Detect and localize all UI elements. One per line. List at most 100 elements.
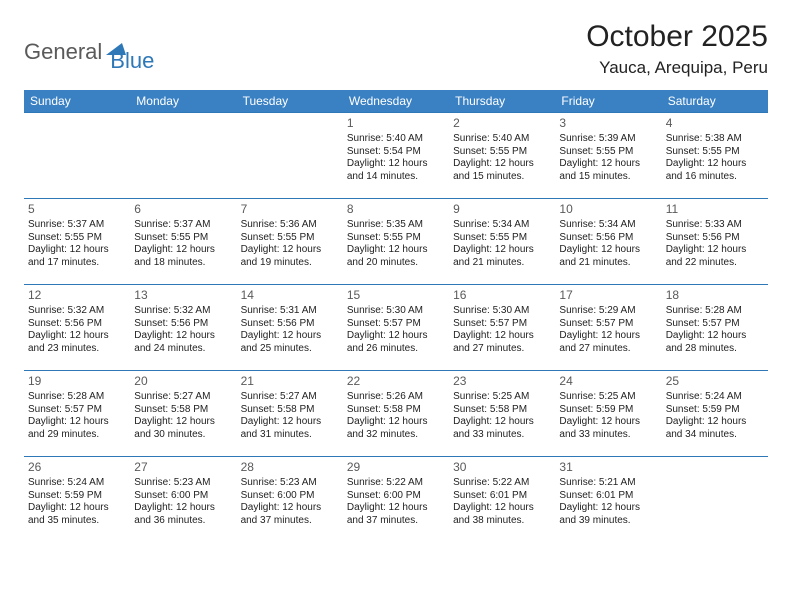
calendar-day-cell: 17Sunrise: 5:29 AMSunset: 5:57 PMDayligh… <box>555 285 661 371</box>
day-info-line: Sunrise: 5:34 AM <box>453 219 551 232</box>
day-number: 24 <box>559 374 657 389</box>
day-info-line: Sunset: 5:55 PM <box>241 232 339 245</box>
day-info-line: and 14 minutes. <box>347 171 445 184</box>
weekday-header: Friday <box>555 90 661 113</box>
day-info-line: Daylight: 12 hours <box>134 330 232 343</box>
calendar-day-cell <box>237 113 343 199</box>
day-number: 14 <box>241 288 339 303</box>
logo-text-general: General <box>24 39 102 65</box>
day-number: 13 <box>134 288 232 303</box>
day-info-line: Sunset: 5:56 PM <box>559 232 657 245</box>
day-number: 28 <box>241 460 339 475</box>
day-info-line: Sunrise: 5:27 AM <box>241 391 339 404</box>
day-info-line: and 15 minutes. <box>453 171 551 184</box>
calendar-day-cell: 10Sunrise: 5:34 AMSunset: 5:56 PMDayligh… <box>555 199 661 285</box>
day-info-line: Sunset: 5:55 PM <box>347 232 445 245</box>
day-info-line: Sunrise: 5:31 AM <box>241 305 339 318</box>
day-info-line: Sunset: 5:57 PM <box>28 404 126 417</box>
day-info-line: and 37 minutes. <box>347 515 445 528</box>
calendar-day-cell: 11Sunrise: 5:33 AMSunset: 5:56 PMDayligh… <box>662 199 768 285</box>
day-info-line: Sunrise: 5:35 AM <box>347 219 445 232</box>
weekday-header: Monday <box>130 90 236 113</box>
day-info-line: Sunrise: 5:40 AM <box>453 133 551 146</box>
day-info-line: Sunrise: 5:24 AM <box>666 391 764 404</box>
day-info-line: and 28 minutes. <box>666 343 764 356</box>
day-info-line: Sunrise: 5:32 AM <box>134 305 232 318</box>
day-info-line: Sunrise: 5:25 AM <box>559 391 657 404</box>
calendar-day-cell: 1Sunrise: 5:40 AMSunset: 5:54 PMDaylight… <box>343 113 449 199</box>
day-info-line: Sunrise: 5:38 AM <box>666 133 764 146</box>
day-info-line: Sunset: 5:56 PM <box>134 318 232 331</box>
day-info-line: Sunrise: 5:37 AM <box>28 219 126 232</box>
calendar-day-cell <box>662 457 768 543</box>
calendar-day-cell: 4Sunrise: 5:38 AMSunset: 5:55 PMDaylight… <box>662 113 768 199</box>
calendar-day-cell: 20 Sunrise: 5:27 AMSunset: 5:58 PMDayligh… <box>130 371 236 457</box>
day-info-line: and 31 minutes. <box>241 429 339 442</box>
day-number: 20 <box>134 374 232 389</box>
day-info-line: Sunset: 5:55 PM <box>559 146 657 159</box>
weekday-header: Wednesday <box>343 90 449 113</box>
day-info-line: Sunset: 5:54 PM <box>347 146 445 159</box>
calendar-week-row: 12Sunrise: 5:32 AMSunset: 5:56 PMDayligh… <box>24 285 768 371</box>
calendar-week-row: 5Sunrise: 5:37 AMSunset: 5:55 PMDaylight… <box>24 199 768 285</box>
day-info-line: Daylight: 12 hours <box>28 502 126 515</box>
day-info-line: Sunset: 5:55 PM <box>453 146 551 159</box>
calendar-day-cell: 21Sunrise: 5:27 AMSunset: 5:58 PMDayligh… <box>237 371 343 457</box>
weekday-header: Sunday <box>24 90 130 113</box>
day-number: 31 <box>559 460 657 475</box>
day-info-line: Sunset: 5:55 PM <box>28 232 126 245</box>
weekday-header: Tuesday <box>237 90 343 113</box>
day-info-line: Daylight: 12 hours <box>134 244 232 257</box>
day-number: 30 <box>453 460 551 475</box>
day-info-line: Sunrise: 5:25 AM <box>453 391 551 404</box>
day-info-line: Sunrise: 5:39 AM <box>559 133 657 146</box>
day-info-line: Daylight: 12 hours <box>666 330 764 343</box>
day-info-line: and 33 minutes. <box>559 429 657 442</box>
calendar-day-cell: 13 Sunrise: 5:32 AMSunset: 5:56 PMDayligh… <box>130 285 236 371</box>
calendar-day-cell: 29Sunrise: 5:22 AMSunset: 6:00 PMDayligh… <box>343 457 449 543</box>
day-info-line: Daylight: 12 hours <box>28 244 126 257</box>
calendar-day-cell: 16Sunrise: 5:30 AMSunset: 5:57 PMDayligh… <box>449 285 555 371</box>
day-info-line: Sunrise: 5:23 AM <box>241 477 339 490</box>
day-info-line: Sunset: 5:57 PM <box>347 318 445 331</box>
day-info-line: and 15 minutes. <box>559 171 657 184</box>
day-info-line: Daylight: 12 hours <box>241 502 339 515</box>
weekday-header-row: SundayMondayTuesdayWednesdayThursdayFrid… <box>24 90 768 113</box>
day-info-line: and 26 minutes. <box>347 343 445 356</box>
day-number: 11 <box>666 202 764 217</box>
day-info-line: Sunrise: 5:29 AM <box>559 305 657 318</box>
day-info-line: Sunset: 5:59 PM <box>666 404 764 417</box>
day-number: 21 <box>241 374 339 389</box>
day-info-line: and 36 minutes. <box>134 515 232 528</box>
day-info-line: Daylight: 12 hours <box>347 330 445 343</box>
day-number: 4 <box>666 116 764 131</box>
day-info-line: Daylight: 12 hours <box>28 330 126 343</box>
day-info-line: Sunset: 5:58 PM <box>134 404 232 417</box>
calendar-day-cell <box>24 113 130 199</box>
day-info-line: and 39 minutes. <box>559 515 657 528</box>
day-number: 29 <box>347 460 445 475</box>
day-info-line: Sunset: 6:00 PM <box>134 490 232 503</box>
location: Yauca, Arequipa, Peru <box>586 58 768 78</box>
calendar-day-cell: 24 Sunrise: 5:25 AMSunset: 5:59 PMDayligh… <box>555 371 661 457</box>
calendar-day-cell: 9Sunrise: 5:34 AMSunset: 5:55 PMDaylight… <box>449 199 555 285</box>
calendar-week-row: 19Sunrise: 5:28 AMSunset: 5:57 PMDayligh… <box>24 371 768 457</box>
day-info-line: and 27 minutes. <box>559 343 657 356</box>
day-info-line: Daylight: 12 hours <box>666 244 764 257</box>
title-block: October 2025 Yauca, Arequipa, Peru <box>586 20 768 78</box>
day-info-line: Daylight: 12 hours <box>559 416 657 429</box>
day-info-line: Daylight: 12 hours <box>453 158 551 171</box>
calendar-day-cell: 14Sunrise: 5:31 AMSunset: 5:56 PMDayligh… <box>237 285 343 371</box>
day-info-line: Sunset: 6:01 PM <box>453 490 551 503</box>
calendar-table: SundayMondayTuesdayWednesdayThursdayFrid… <box>24 90 768 543</box>
calendar-day-cell: 30Sunrise: 5:22 AMSunset: 6:01 PMDayligh… <box>449 457 555 543</box>
header: General Blue October 2025 Yauca, Arequip… <box>24 20 768 78</box>
day-info-line: Sunset: 5:55 PM <box>453 232 551 245</box>
calendar-week-row: 26Sunrise: 5:24 AMSunset: 5:59 PMDayligh… <box>24 457 768 543</box>
day-info-line: Daylight: 12 hours <box>134 416 232 429</box>
calendar-day-cell: 7Sunrise: 5:36 AMSunset: 5:55 PMDaylight… <box>237 199 343 285</box>
day-info-line: Sunset: 5:59 PM <box>559 404 657 417</box>
day-info-line: Daylight: 12 hours <box>666 158 764 171</box>
day-info-line: Sunrise: 5:27 AM <box>134 391 232 404</box>
day-info-line: Sunrise: 5:36 AM <box>241 219 339 232</box>
